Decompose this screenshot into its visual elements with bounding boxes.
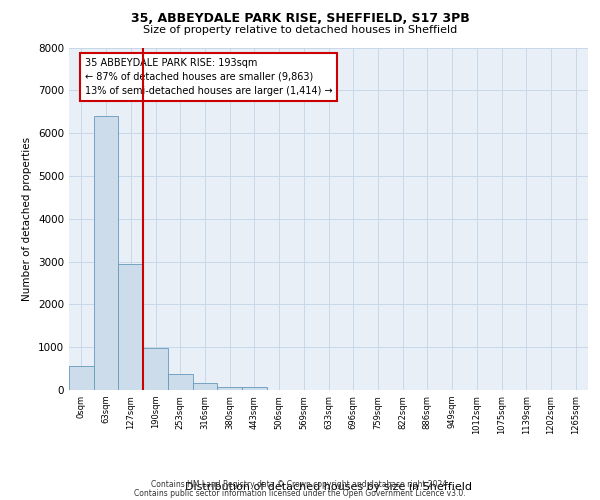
Bar xyxy=(94,116,118,390)
Text: 35, ABBEYDALE PARK RISE, SHEFFIELD, S17 3PB: 35, ABBEYDALE PARK RISE, SHEFFIELD, S17 … xyxy=(131,12,469,26)
Text: 35 ABBEYDALE PARK RISE: 193sqm
← 87% of detached houses are smaller (9,863)
13% : 35 ABBEYDALE PARK RISE: 193sqm ← 87% of … xyxy=(85,58,332,96)
Bar xyxy=(242,387,267,390)
Bar xyxy=(118,264,143,390)
Text: Contains public sector information licensed under the Open Government Licence v3: Contains public sector information licen… xyxy=(134,488,466,498)
Bar xyxy=(69,366,94,390)
Bar xyxy=(143,348,168,390)
Bar xyxy=(193,383,217,390)
Bar xyxy=(217,387,242,390)
X-axis label: Distribution of detached houses by size in Sheffield: Distribution of detached houses by size … xyxy=(185,482,472,492)
Text: Size of property relative to detached houses in Sheffield: Size of property relative to detached ho… xyxy=(143,25,457,35)
Y-axis label: Number of detached properties: Number of detached properties xyxy=(22,136,32,301)
Text: Contains HM Land Registry data © Crown copyright and database right 2024.: Contains HM Land Registry data © Crown c… xyxy=(151,480,449,489)
Bar xyxy=(168,374,193,390)
